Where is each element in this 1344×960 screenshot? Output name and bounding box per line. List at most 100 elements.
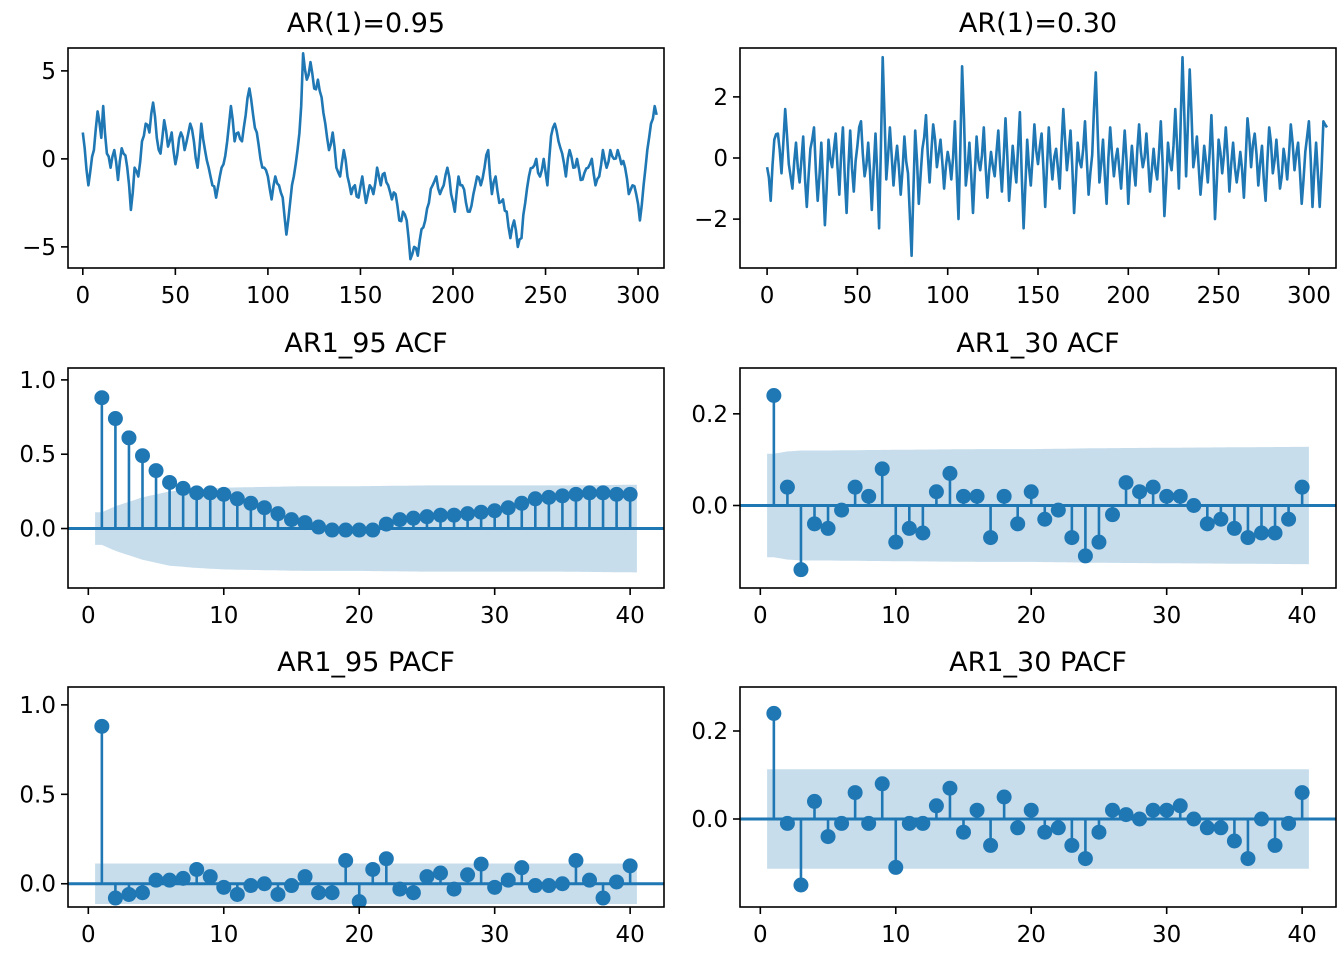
stem-marker-11 bbox=[229, 491, 245, 507]
stem-marker-38 bbox=[1267, 837, 1283, 853]
stem-marker-9 bbox=[874, 776, 890, 792]
stem-marker-3 bbox=[121, 430, 137, 446]
x-tick-label: 250 bbox=[1197, 283, 1241, 309]
x-tick-label: 20 bbox=[345, 922, 374, 948]
stem-marker-35 bbox=[1226, 833, 1242, 849]
chart-title: AR(1)=0.30 bbox=[959, 8, 1117, 39]
y-tick-label: 0.0 bbox=[19, 517, 56, 543]
stem-marker-31 bbox=[1172, 488, 1188, 504]
axes-frame bbox=[67, 686, 665, 908]
stem-marker-13 bbox=[928, 484, 944, 500]
stem-marker-11 bbox=[229, 886, 245, 902]
stem-marker-34 bbox=[1213, 511, 1229, 527]
stem-marker-2 bbox=[107, 411, 123, 427]
stem-marker-19 bbox=[338, 852, 354, 868]
stem-marker-28 bbox=[1132, 484, 1148, 500]
stem-marker-4 bbox=[135, 448, 150, 464]
stem-marker-38 bbox=[595, 485, 611, 501]
x-tick-label: 40 bbox=[615, 603, 644, 629]
y-tick-label: 1.0 bbox=[19, 693, 56, 719]
stem-marker-16 bbox=[969, 488, 985, 504]
x-tick-label: 40 bbox=[1287, 603, 1316, 629]
y-tick-label: 0.2 bbox=[691, 402, 728, 428]
chart-title: AR1_30 PACF bbox=[949, 647, 1127, 678]
stem-marker-40 bbox=[1294, 479, 1310, 495]
stem-marker-25 bbox=[1091, 534, 1107, 550]
chart-panel-1: 0 50 100 150 200 250 300 −5 0 5 AR(1)=0.95 bbox=[22, 8, 665, 309]
y-tick-label: −5 bbox=[22, 235, 56, 261]
x-tick-label: 150 bbox=[1016, 283, 1060, 309]
x-tick-label: 0 bbox=[81, 603, 96, 629]
plot-area bbox=[740, 705, 1336, 893]
chart-title: AR1_95 PACF bbox=[277, 647, 455, 678]
stem-marker-5 bbox=[820, 520, 836, 536]
stem-marker-32 bbox=[514, 860, 530, 876]
stem-marker-34 bbox=[541, 878, 557, 894]
stem-marker-40 bbox=[622, 858, 638, 874]
stem-marker-3 bbox=[793, 562, 809, 578]
y-tick-label: 0.0 bbox=[691, 807, 728, 833]
stem-marker-7 bbox=[175, 870, 191, 886]
stem-marker-12 bbox=[915, 815, 931, 831]
x-tick-label: 100 bbox=[246, 283, 290, 309]
x-tick-label: 300 bbox=[1287, 283, 1331, 309]
stem-marker-40 bbox=[1294, 785, 1310, 801]
stem-marker-23 bbox=[392, 512, 408, 528]
stem-marker-14 bbox=[270, 506, 286, 522]
axes-frame bbox=[739, 686, 1337, 908]
series-line bbox=[81, 52, 658, 261]
stem-marker-39 bbox=[1281, 815, 1297, 831]
stem-marker-17 bbox=[983, 837, 999, 853]
x-tick-label: 40 bbox=[1287, 922, 1316, 948]
x-tick-label: 150 bbox=[338, 283, 382, 309]
stem-marker-20 bbox=[1023, 802, 1039, 818]
stem-marker-16 bbox=[297, 869, 313, 885]
stem-marker-9 bbox=[202, 869, 218, 885]
stem-marker-8 bbox=[861, 815, 877, 831]
x-tick-label: 20 bbox=[1017, 603, 1046, 629]
stem-marker-34 bbox=[1213, 820, 1229, 836]
stem-marker-10 bbox=[888, 534, 904, 550]
stem-marker-14 bbox=[270, 886, 286, 902]
x-tick-label: 0 bbox=[81, 922, 96, 948]
stem-marker-28 bbox=[460, 506, 476, 522]
chart-title: AR1_95 ACF bbox=[284, 328, 447, 359]
stem-marker-5 bbox=[148, 463, 164, 479]
stem-marker-1 bbox=[766, 705, 782, 721]
stem-marker-1 bbox=[766, 388, 782, 403]
stem-marker-8 bbox=[189, 861, 205, 877]
stem-marker-11 bbox=[901, 815, 917, 831]
stem-marker-20 bbox=[351, 894, 367, 907]
stem-marker-26 bbox=[433, 507, 448, 523]
stem-marker-34 bbox=[541, 489, 557, 505]
y-tick-label: 5 bbox=[41, 59, 56, 85]
stem-marker-24 bbox=[1077, 851, 1093, 867]
stem-marker-25 bbox=[1091, 824, 1107, 840]
stem-marker-12 bbox=[243, 495, 259, 511]
stem-marker-6 bbox=[162, 872, 178, 888]
stem-marker-11 bbox=[901, 520, 917, 536]
stem-marker-30 bbox=[487, 879, 503, 895]
x-tick-label: 200 bbox=[431, 283, 475, 309]
stem-marker-33 bbox=[1199, 820, 1215, 836]
stem-marker-9 bbox=[874, 461, 890, 477]
x-tick-label: 30 bbox=[480, 922, 509, 948]
x-tick-label: 300 bbox=[616, 283, 660, 309]
stem-marker-16 bbox=[969, 802, 985, 818]
stem-marker-36 bbox=[1240, 851, 1256, 867]
stem-marker-28 bbox=[460, 867, 476, 883]
stem-marker-6 bbox=[834, 815, 850, 831]
stem-marker-6 bbox=[162, 474, 178, 490]
stem-marker-17 bbox=[311, 519, 327, 535]
stem-marker-25 bbox=[419, 509, 435, 525]
stem-marker-19 bbox=[1010, 516, 1026, 532]
stem-marker-21 bbox=[1037, 824, 1053, 840]
stem-marker-15 bbox=[956, 488, 971, 504]
x-tick-label: 30 bbox=[1152, 603, 1181, 629]
plot-area bbox=[68, 390, 664, 573]
stem-marker-12 bbox=[915, 525, 931, 541]
stem-marker-22 bbox=[378, 851, 394, 867]
stem-marker-39 bbox=[609, 486, 625, 502]
series-line bbox=[765, 55, 1329, 258]
chart-panel-4: 0 10 20 30 40 0.0 0.2 AR1_30 ACF bbox=[691, 328, 1337, 629]
